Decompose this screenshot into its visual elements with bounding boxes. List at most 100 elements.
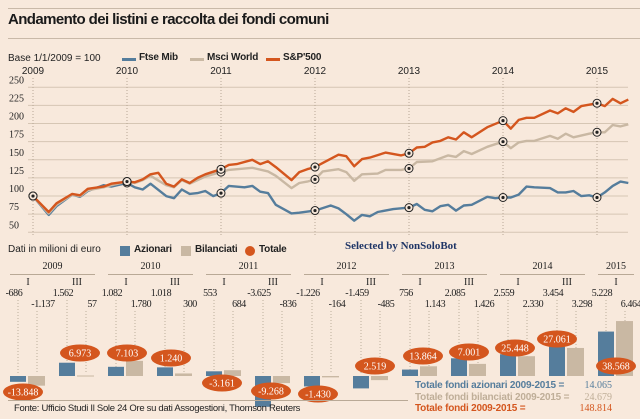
x-tick-label: 2013 <box>398 66 421 77</box>
period-label: III <box>268 277 278 288</box>
data-point-marker-dot <box>595 195 599 200</box>
totale-bubble <box>298 385 338 403</box>
bar-bilanciati <box>518 356 535 376</box>
y-tick-label: 75 <box>9 202 19 213</box>
data-point-marker-dot <box>219 167 223 171</box>
y-tick-label: 200 <box>9 112 24 123</box>
totale-value-label: 7.103 <box>116 349 139 360</box>
totale-value-label: -3.161 <box>209 379 235 390</box>
totale-value-label: 1.240 <box>160 354 183 365</box>
bilanciati-value-label: 1.780 <box>130 299 152 310</box>
bar-bilanciati <box>126 360 143 376</box>
bar-azionari <box>500 354 516 376</box>
totale-value-label: 7.001 <box>458 348 481 359</box>
bar-bilanciati <box>371 376 388 381</box>
bar-bilanciati <box>322 376 339 378</box>
period-label: III <box>72 277 82 288</box>
year-header-rule <box>598 274 634 275</box>
bar-azionari <box>59 362 75 376</box>
data-point-marker-dot <box>219 191 223 195</box>
totale-bubble <box>403 347 443 365</box>
bar-azionari <box>108 366 124 376</box>
watermark: Selected by NonSoloBot <box>345 240 457 252</box>
data-point-marker-dot <box>501 140 505 144</box>
bar-azionari <box>157 367 173 376</box>
legend-label-1: Msci World <box>207 52 259 63</box>
totale-bubble <box>60 344 100 362</box>
data-point-marker-dot <box>501 119 505 123</box>
data-point-marker-dot <box>407 151 411 155</box>
totale-bubble <box>449 343 489 361</box>
bar-bilanciati <box>28 376 45 386</box>
totale-value-label: 27.061 <box>543 335 571 346</box>
period-label: I <box>222 277 226 288</box>
period-label: III <box>170 277 180 288</box>
totale-bubble <box>107 344 147 362</box>
bilanciati-value-label: 1.426 <box>473 299 495 310</box>
period-label: I <box>320 277 324 288</box>
totale-bubble <box>537 330 577 348</box>
azionari-value-label: 1.082 <box>101 288 123 299</box>
period-label: I <box>516 277 520 288</box>
bilanciati-value-label: 1.143 <box>424 299 446 310</box>
y-tick-label: 225 <box>9 93 24 104</box>
series-line-msci-world <box>32 123 629 215</box>
bar-azionari <box>402 369 418 376</box>
bar-azionari <box>451 358 467 376</box>
x-tick-label: 2015 <box>586 66 609 77</box>
summary-value-2: 148.814 <box>579 403 613 414</box>
totale-bubble <box>355 357 395 375</box>
x-tick-label: 2011 <box>210 66 232 77</box>
y-tick-label: 175 <box>9 130 24 141</box>
year-header-2015: 2015 <box>606 261 626 272</box>
bar-bilanciati <box>224 370 241 376</box>
bilanciati-value-label: 57 <box>87 299 97 310</box>
period-label: III <box>562 277 572 288</box>
totale-value-label: -1.430 <box>305 390 331 401</box>
year-header-rule <box>10 274 95 275</box>
period-label: III <box>366 277 376 288</box>
title-rule <box>8 38 640 39</box>
period-label: I <box>614 277 618 288</box>
totale-value-label: 2.519 <box>364 362 387 373</box>
period-label: I <box>26 277 30 288</box>
year-header-rule <box>402 274 487 275</box>
period-label: I <box>124 277 128 288</box>
legend-azionari-label: Azionari <box>134 244 172 255</box>
bar-azionari <box>304 376 320 387</box>
totale-value-label: 13.864 <box>409 352 437 363</box>
summary-value-1: 24.679 <box>584 391 613 403</box>
legend-bilanciati-label: Bilanciati <box>195 244 238 255</box>
bar-bilanciati <box>273 376 290 384</box>
azionari-value-label: 2.085 <box>444 288 466 299</box>
bilanciati-value-label: -836 <box>279 299 297 310</box>
x-tick-label: 2010 <box>116 66 139 77</box>
unit-label: Dati in milioni di euro <box>8 244 101 255</box>
y-tick-label: 150 <box>9 148 24 159</box>
legend-label-0: Ftse Mib <box>139 52 178 63</box>
bilanciati-value-label: 6.464 <box>620 299 640 310</box>
source-note: Fonte: Ufficio Studi Il Sole 24 Ore su d… <box>14 403 301 414</box>
page-title: Andamento dei listini e raccolta dei fon… <box>8 11 329 28</box>
bilanciati-value-label: 684 <box>232 299 246 310</box>
year-header-2014: 2014 <box>532 261 553 272</box>
data-point-marker-dot <box>501 195 505 200</box>
totale-value-label: 38.568 <box>602 362 630 373</box>
period-label: I <box>418 277 422 288</box>
legend-bilanciati-swatch <box>181 246 191 256</box>
bar-bilanciati <box>469 363 486 376</box>
legend-totale-swatch <box>245 246 255 256</box>
x-tick-label: 2009 <box>22 66 45 77</box>
data-point-marker-dot <box>31 194 35 198</box>
year-header-rule <box>108 274 193 275</box>
azionari-value-label: 2.559 <box>493 288 515 299</box>
year-header-2011: 2011 <box>238 261 259 272</box>
bar-bilanciati <box>567 347 584 376</box>
y-tick-label: 125 <box>9 166 24 177</box>
year-header-rule <box>500 274 585 275</box>
data-point-marker-dot <box>313 208 317 213</box>
legend-label-2: S&P'500 <box>283 52 322 63</box>
bar-bilanciati <box>77 375 94 377</box>
totale-bubble <box>596 357 636 375</box>
